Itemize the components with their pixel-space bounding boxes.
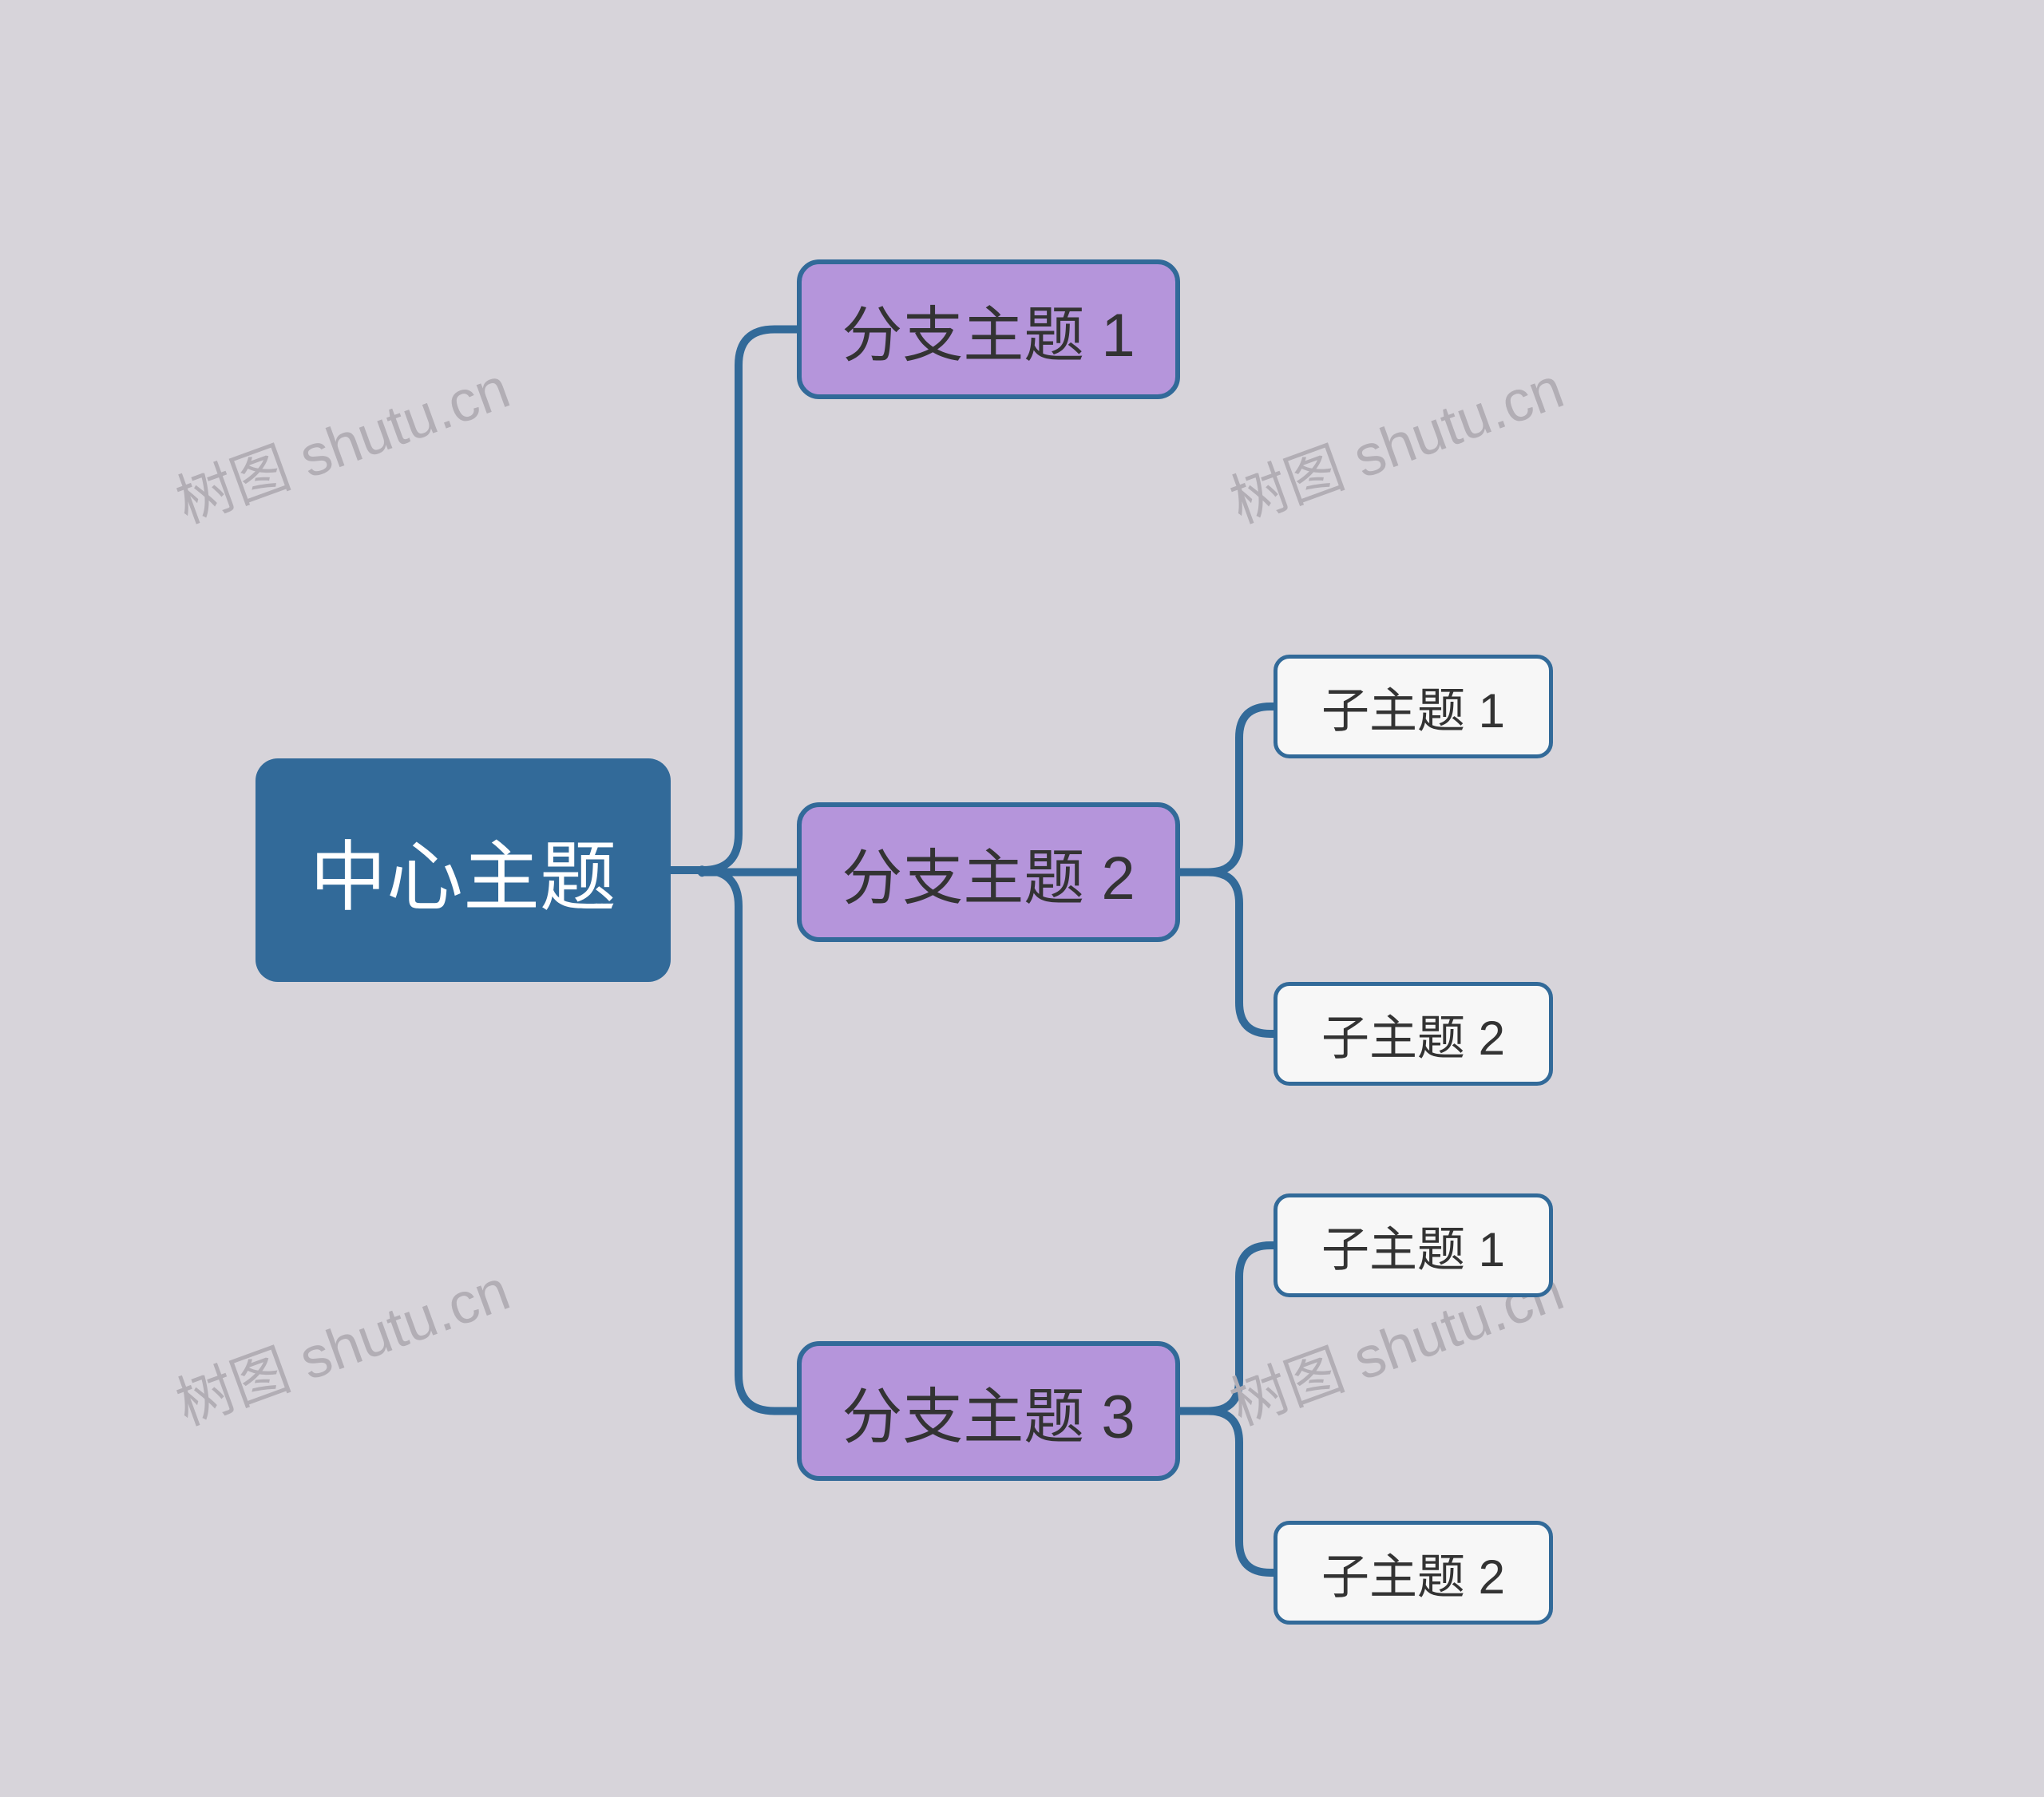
branch-node[interactable]: 分支主题 1 <box>797 259 1180 399</box>
branch-node[interactable]: 分支主题 2 <box>797 802 1180 942</box>
mindmap-canvas: 树图 shutu.cn 树图 shutu.cn 树图 shutu.cn 树图 s… <box>0 0 2044 1797</box>
child-node[interactable]: 子主题 1 <box>1274 1193 1553 1297</box>
child-node[interactable]: 子主题 2 <box>1274 982 1553 1086</box>
branch-node[interactable]: 分支主题 3 <box>797 1341 1180 1481</box>
child-node[interactable]: 子主题 2 <box>1274 1521 1553 1625</box>
watermark: 树图 shutu.cn <box>163 1243 519 1441</box>
watermark: 树图 shutu.cn <box>163 341 519 539</box>
watermark: 树图 shutu.cn <box>1217 341 1573 539</box>
root-node[interactable]: 中心主题 <box>256 758 671 982</box>
child-node[interactable]: 子主题 1 <box>1274 655 1553 758</box>
